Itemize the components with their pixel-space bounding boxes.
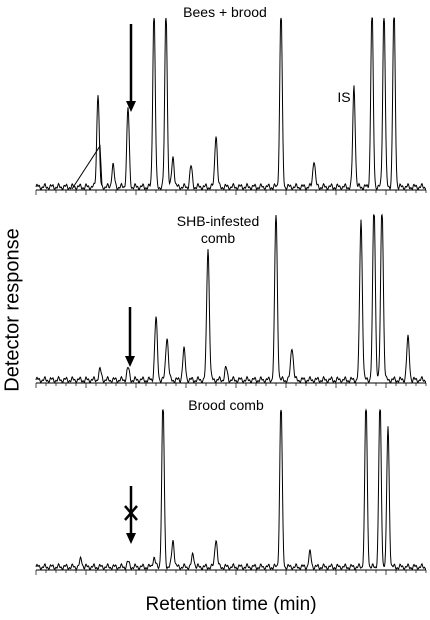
panel-title: Brood comb [188, 397, 264, 413]
internal-standard-label: IS [337, 89, 350, 105]
panel-1: Bees + brood IS [35, 4, 427, 195]
panel-3: Brood comb [35, 397, 427, 575]
panel-2: SHB-infested comb [35, 213, 427, 388]
chromatogram-trace [35, 408, 426, 570]
arrow-head [126, 533, 136, 544]
arrow-head [126, 101, 136, 112]
cross-mark [124, 505, 138, 521]
x-axis-label: Retention time (min) [145, 594, 317, 615]
panel-title: Bees + brood [183, 4, 267, 20]
solvent-front [71, 144, 103, 190]
panel-title: SHB-infested comb [177, 213, 259, 246]
chromatogram-trace [35, 17, 426, 191]
arrow-head [125, 356, 135, 367]
chromatogram-trace [35, 213, 426, 383]
